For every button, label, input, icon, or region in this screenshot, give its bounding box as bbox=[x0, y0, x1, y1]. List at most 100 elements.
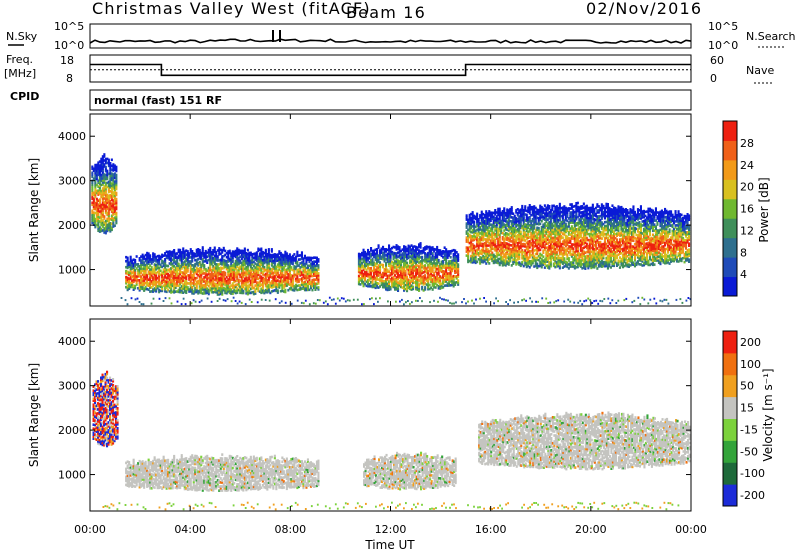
data-cell bbox=[179, 249, 181, 252]
data-cell bbox=[115, 198, 117, 201]
data-cell bbox=[115, 192, 117, 195]
data-cell bbox=[539, 249, 541, 252]
data-cell bbox=[542, 255, 544, 258]
data-cell bbox=[503, 207, 505, 210]
data-cell bbox=[293, 253, 295, 256]
data-cell bbox=[450, 256, 452, 259]
data-cell bbox=[421, 256, 423, 259]
data-cell bbox=[476, 213, 478, 216]
freq-label-line2: [MHz] bbox=[4, 67, 36, 80]
data-cell bbox=[488, 262, 490, 265]
data-cell bbox=[317, 258, 319, 261]
nave-label: Nave bbox=[746, 64, 774, 77]
nsearch-tick-bottom: 10^0 bbox=[708, 39, 738, 52]
data-cell bbox=[202, 246, 204, 249]
data-cell bbox=[301, 251, 303, 254]
data-cell bbox=[457, 279, 459, 282]
data-cell bbox=[524, 205, 526, 208]
data-cell bbox=[457, 263, 459, 266]
data-cell bbox=[456, 251, 458, 254]
data-cell bbox=[173, 249, 175, 252]
data-cell bbox=[559, 203, 561, 206]
data-cell bbox=[541, 220, 543, 223]
data-cell bbox=[481, 211, 483, 214]
data-cell bbox=[438, 259, 440, 262]
data-cell bbox=[296, 261, 298, 264]
data-cell bbox=[378, 244, 380, 247]
data-cell bbox=[127, 257, 129, 260]
data-cell bbox=[154, 253, 156, 256]
data-cell bbox=[412, 286, 414, 289]
data-cell bbox=[472, 211, 474, 214]
freq-tick-top: 18 bbox=[60, 54, 74, 67]
data-cell bbox=[476, 261, 478, 264]
data-cell bbox=[247, 249, 249, 252]
data-cell bbox=[424, 286, 426, 289]
data-cell bbox=[424, 264, 426, 267]
data-cell bbox=[499, 208, 501, 211]
data-cell bbox=[268, 248, 270, 251]
data-cell bbox=[111, 159, 113, 162]
beam-label: Beam 16 bbox=[346, 3, 426, 22]
data-cell bbox=[296, 251, 298, 254]
data-cell bbox=[420, 242, 422, 245]
data-cell bbox=[115, 212, 117, 215]
data-cell bbox=[429, 284, 431, 287]
data-cell bbox=[317, 264, 319, 267]
data-cell bbox=[548, 205, 550, 208]
data-cell bbox=[388, 244, 390, 247]
data-cell bbox=[224, 250, 226, 253]
nave-tick-bottom: 0 bbox=[710, 72, 717, 85]
data-cell bbox=[260, 248, 262, 251]
data-cell bbox=[290, 266, 292, 269]
data-cell bbox=[512, 212, 514, 215]
data-cell bbox=[284, 289, 286, 292]
data-cell bbox=[435, 286, 437, 289]
data-cell bbox=[466, 214, 468, 217]
nsky-panel bbox=[90, 24, 691, 48]
freq-tick-bottom: 8 bbox=[66, 72, 73, 85]
data-cell bbox=[106, 170, 108, 173]
data-cell bbox=[556, 251, 558, 254]
data-cell bbox=[511, 206, 513, 209]
data-cell bbox=[115, 174, 117, 177]
data-cell bbox=[115, 166, 117, 169]
data-cell bbox=[209, 247, 211, 250]
data-cell bbox=[149, 254, 151, 257]
data-cell bbox=[244, 248, 246, 251]
data-cell bbox=[514, 215, 516, 218]
nsearch-label: N.Search bbox=[746, 30, 796, 43]
data-cell bbox=[108, 159, 110, 162]
data-cell bbox=[520, 231, 522, 234]
data-cell bbox=[538, 227, 540, 230]
nsky-tick-top: 10^5 bbox=[54, 20, 84, 33]
data-cell bbox=[382, 264, 384, 267]
nsearch-tick-top: 10^5 bbox=[708, 20, 738, 33]
date-label: 02/Nov/2016 bbox=[586, 0, 702, 18]
data-cell bbox=[421, 286, 423, 289]
data-cell bbox=[436, 246, 438, 249]
data-cell bbox=[136, 255, 138, 258]
data-cell bbox=[317, 272, 319, 275]
site-title: Christmas Valley West (fitACF) bbox=[92, 0, 371, 18]
data-cell bbox=[311, 289, 313, 292]
data-cell bbox=[103, 215, 105, 218]
data-cell bbox=[286, 252, 288, 255]
cpid-text: normal (fast) 151 RF bbox=[94, 94, 222, 107]
data-cell bbox=[432, 252, 434, 255]
data-cell bbox=[214, 247, 216, 250]
data-cell bbox=[196, 277, 198, 280]
data-cell bbox=[99, 198, 101, 201]
cpid-label: CPID bbox=[10, 90, 39, 103]
data-cell bbox=[277, 289, 279, 292]
data-cell bbox=[271, 248, 273, 251]
data-cell bbox=[406, 276, 408, 279]
data-cell bbox=[521, 205, 523, 208]
freq-panel bbox=[90, 55, 691, 82]
data-cell bbox=[406, 262, 408, 265]
data-cell bbox=[182, 247, 184, 250]
data-cell bbox=[370, 267, 372, 270]
data-cell bbox=[103, 153, 105, 156]
